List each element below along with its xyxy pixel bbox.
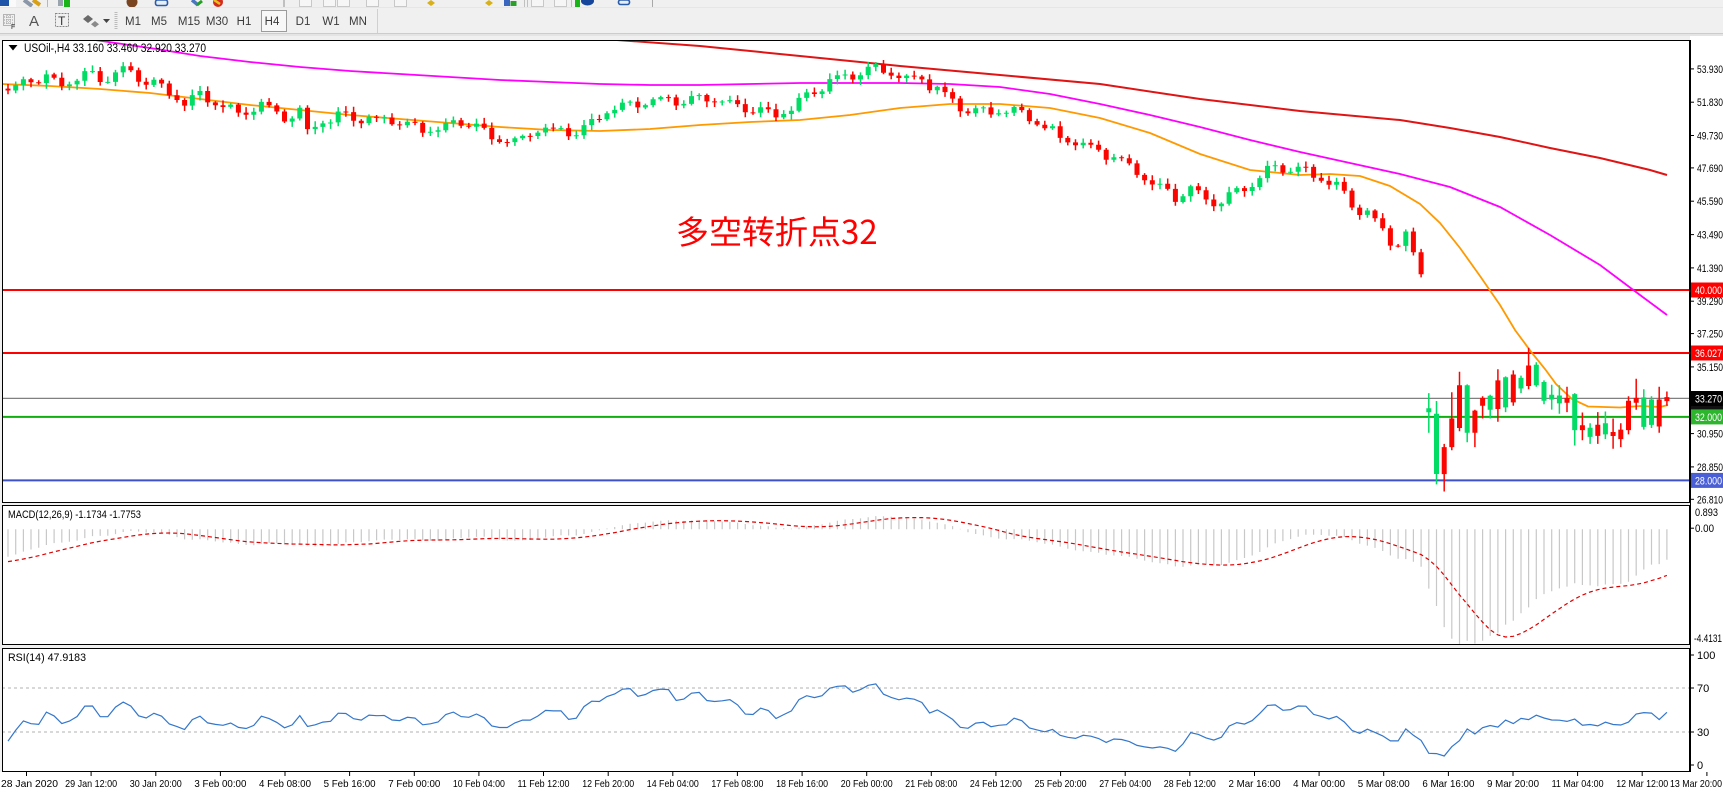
svg-text:47.690: 47.690	[1697, 163, 1723, 175]
svg-text:5 Mar 08:00: 5 Mar 08:00	[1358, 778, 1410, 790]
svg-text:D1: D1	[296, 16, 311, 28]
svg-text:0.00: 0.00	[1695, 523, 1714, 535]
svg-text:M30: M30	[206, 16, 228, 28]
svg-text:M15: M15	[178, 16, 200, 28]
svg-text:4 Mar 00:00: 4 Mar 00:00	[1293, 778, 1345, 790]
svg-text:27 Feb 04:00: 27 Feb 04:00	[1099, 778, 1151, 790]
svg-text:W1: W1	[322, 16, 339, 28]
svg-text:H4: H4	[265, 16, 280, 28]
svg-text:5 Feb 16:00: 5 Feb 16:00	[324, 778, 376, 790]
svg-text:36.027: 36.027	[1695, 348, 1722, 360]
svg-text:30 Jan 20:00: 30 Jan 20:00	[130, 778, 182, 790]
svg-text:17 Feb 08:00: 17 Feb 08:00	[711, 778, 763, 790]
svg-text:0: 0	[1697, 760, 1703, 772]
svg-text:26.810: 26.810	[1697, 494, 1723, 506]
svg-text:9 Mar 20:00: 9 Mar 20:00	[1487, 778, 1539, 790]
svg-text:30: 30	[1697, 727, 1709, 739]
svg-text:H1: H1	[237, 16, 252, 28]
svg-text:0.893: 0.893	[1695, 507, 1718, 519]
svg-text:70: 70	[1697, 683, 1709, 695]
svg-text:M1: M1	[125, 16, 141, 28]
svg-text:28 Jan 2020: 28 Jan 2020	[1, 778, 58, 790]
svg-text:3 Feb 00:00: 3 Feb 00:00	[194, 778, 246, 790]
svg-text:35.150: 35.150	[1697, 362, 1723, 374]
svg-text:43.490: 43.490	[1697, 230, 1723, 242]
svg-text:21 Feb 08:00: 21 Feb 08:00	[905, 778, 957, 790]
svg-text:11 Feb 12:00: 11 Feb 12:00	[518, 778, 570, 790]
svg-text:18 Feb 16:00: 18 Feb 16:00	[776, 778, 828, 790]
svg-text:4 Feb 08:00: 4 Feb 08:00	[259, 778, 311, 790]
svg-text:11 Mar 04:00: 11 Mar 04:00	[1552, 778, 1604, 790]
svg-text:37.250: 37.250	[1697, 329, 1723, 341]
svg-text:F: F	[11, 24, 15, 31]
svg-text:28.000: 28.000	[1695, 475, 1722, 487]
svg-text:MACD(12,26,9) -1.1734 -1.7753: MACD(12,26,9) -1.1734 -1.7753	[8, 509, 141, 521]
svg-text:41.390: 41.390	[1697, 263, 1723, 275]
svg-text:24 Feb 12:00: 24 Feb 12:00	[970, 778, 1022, 790]
svg-text:13 Mar 20:00: 13 Mar 20:00	[1670, 778, 1722, 790]
svg-text:32.000: 32.000	[1695, 412, 1722, 424]
svg-text:20 Feb 00:00: 20 Feb 00:00	[841, 778, 893, 790]
svg-text:28 Feb 12:00: 28 Feb 12:00	[1164, 778, 1216, 790]
svg-text:10 Feb 04:00: 10 Feb 04:00	[453, 778, 505, 790]
svg-text:6 Mar 16:00: 6 Mar 16:00	[1422, 778, 1474, 790]
svg-text:M5: M5	[151, 16, 167, 28]
svg-text:29 Jan 12:00: 29 Jan 12:00	[65, 778, 117, 790]
svg-text:USOil-,H4 33.160 33.460 32.92: USOil-,H4 33.160 33.460 32.920 33.270	[24, 43, 206, 55]
svg-text:A: A	[29, 13, 39, 30]
svg-text:12 Feb 20:00: 12 Feb 20:00	[582, 778, 634, 790]
svg-text:30.950: 30.950	[1697, 429, 1723, 441]
svg-text:MN: MN	[349, 16, 367, 28]
svg-text:T: T	[58, 14, 66, 28]
svg-text:-4.4131: -4.4131	[1694, 633, 1722, 645]
svg-text:7 Feb 00:00: 7 Feb 00:00	[388, 778, 440, 790]
svg-text:39.290: 39.290	[1697, 296, 1723, 308]
svg-text:RSI(14) 47.9183: RSI(14) 47.9183	[8, 652, 86, 664]
svg-text:49.730: 49.730	[1697, 131, 1723, 143]
svg-text:53.930: 53.930	[1697, 64, 1723, 76]
svg-text:45.590: 45.590	[1697, 196, 1723, 208]
svg-text:2 Mar 16:00: 2 Mar 16:00	[1229, 778, 1281, 790]
svg-text:28.850: 28.850	[1697, 462, 1723, 474]
svg-text:33.270: 33.270	[1695, 394, 1722, 406]
svg-text:12 Mar 12:00: 12 Mar 12:00	[1616, 778, 1668, 790]
svg-text:14 Feb 04:00: 14 Feb 04:00	[647, 778, 699, 790]
svg-text:51.830: 51.830	[1697, 97, 1723, 109]
svg-text:25 Feb 20:00: 25 Feb 20:00	[1035, 778, 1087, 790]
svg-text:100: 100	[1697, 650, 1715, 662]
svg-text:40.000: 40.000	[1695, 285, 1722, 297]
